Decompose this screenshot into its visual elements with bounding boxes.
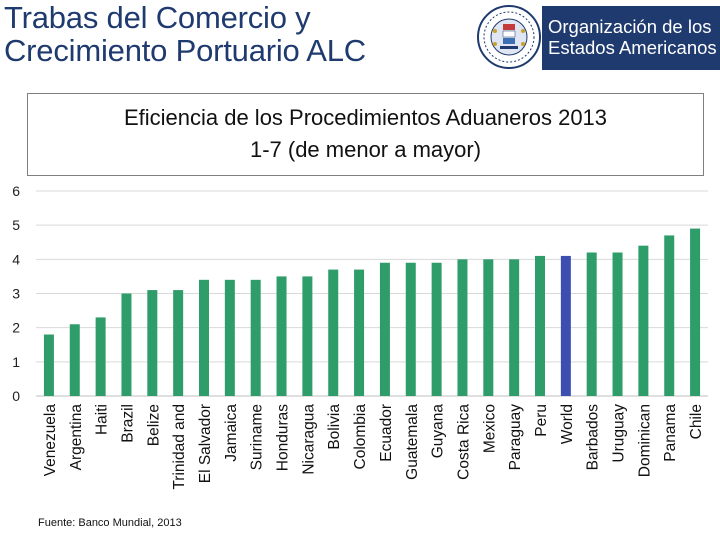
x-tick-label: Guatemala <box>404 404 421 480</box>
bar-peru <box>535 255 545 396</box>
x-tick-label: Trinidad and <box>171 404 188 490</box>
bar-nicaragua <box>302 276 313 396</box>
x-tick-label: Venezuela <box>42 404 59 477</box>
bar-venezuela <box>43 334 54 396</box>
bar-bolivia <box>328 269 339 396</box>
x-tick-label: El Salvador <box>197 404 214 483</box>
x-tick-label: Brazil <box>119 404 136 443</box>
x-tick-label: Colombia <box>352 404 369 470</box>
y-tick-label: 5 <box>12 217 20 233</box>
bar-barbados <box>586 252 597 396</box>
y-tick-label: 2 <box>12 320 20 336</box>
x-tick-label: Peru <box>533 404 550 437</box>
y-tick-label: 1 <box>12 354 20 370</box>
x-tick-label: Dominican <box>636 404 653 477</box>
bar-costa-rica <box>457 259 468 396</box>
bar-paraguay <box>509 259 520 396</box>
bar-world <box>560 255 571 396</box>
y-tick-label: 0 <box>12 388 20 404</box>
x-tick-label: Costa Rica <box>455 404 472 480</box>
bar-jamaica <box>224 279 235 396</box>
bar-guatemala <box>405 262 416 396</box>
bar-guyana <box>431 262 442 396</box>
x-tick-label: World <box>559 404 576 444</box>
x-tick-label: Chile <box>688 404 705 439</box>
x-tick-label: Panama <box>662 404 679 462</box>
bar-uruguay <box>612 252 623 396</box>
x-tick-label: Bolivia <box>326 404 343 450</box>
chart-title: Eficiencia de los Procedimientos Aduaner… <box>123 105 608 130</box>
x-tick-label: Jamaica <box>223 404 240 462</box>
x-tick-label: Argentina <box>68 404 85 471</box>
x-tick-label: Suriname <box>249 404 266 470</box>
bar-el-salvador <box>199 279 209 396</box>
bar-colombia <box>354 269 365 396</box>
y-tick-label: 4 <box>12 251 20 267</box>
bar-belize <box>147 290 158 396</box>
logo-text-line-1: Organización de los <box>548 16 712 37</box>
x-tick-label: Ecuador <box>378 404 395 462</box>
bar-panama <box>664 235 675 396</box>
x-tick-label: Belize <box>145 404 162 446</box>
x-tick-label: Mexico <box>481 404 498 453</box>
x-tick-label: Barbados <box>585 404 602 471</box>
logo-text-line-2: Estados Americanos <box>548 37 717 58</box>
x-tick-label: Paraguay <box>507 404 524 471</box>
chart-title-box: Eficiencia de los Procedimientos Aduaner… <box>27 93 704 176</box>
chart-subtitle: 1-7 (de menor a mayor) <box>249 137 482 162</box>
bar-suriname <box>250 279 261 396</box>
bar-haiti <box>95 317 106 396</box>
x-tick-label: Uruguay <box>611 404 628 463</box>
oas-seal-icon <box>477 5 541 69</box>
bar-mexico <box>483 259 494 396</box>
source-note: Fuente: Banco Mundial, 2013 <box>38 517 182 529</box>
slide-title: Trabas del Comercio y Crecimiento Portua… <box>4 1 474 67</box>
x-tick-label: Honduras <box>275 404 292 471</box>
bar-chile <box>690 228 701 396</box>
y-tick-label: 3 <box>12 286 20 302</box>
x-tick-label: Nicaragua <box>300 404 317 475</box>
slide-title-line-1: Trabas del Comercio y <box>4 0 311 35</box>
y-tick-label: 6 <box>12 183 20 199</box>
bar-argentina <box>69 324 80 396</box>
oas-logo-banner: Organización de los Estados Americanos <box>542 6 720 70</box>
bar-honduras <box>276 276 287 396</box>
bar-ecuador <box>379 262 390 396</box>
x-tick-label: Guyana <box>430 404 447 459</box>
x-tick-label: Haiti <box>94 404 111 435</box>
bar-brazil <box>121 293 132 396</box>
bar-trinidad-and <box>173 290 184 396</box>
bar-dominican <box>638 245 649 396</box>
slide-title-line-2: Crecimiento Portuario ALC <box>4 33 366 68</box>
